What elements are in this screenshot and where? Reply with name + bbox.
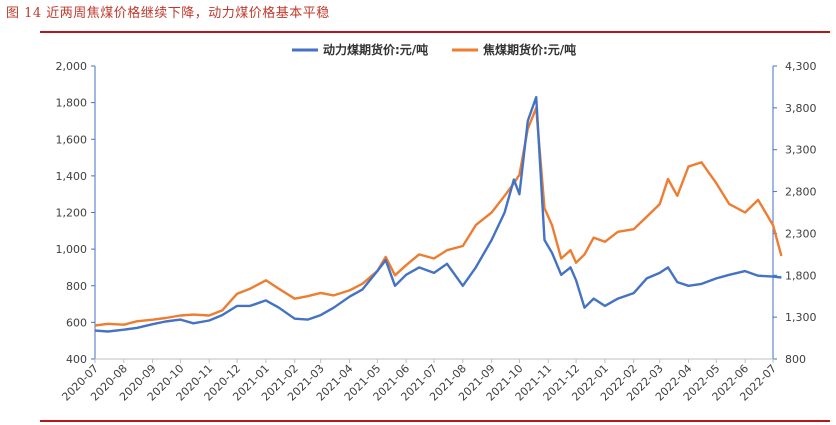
axes: 400 600 800 1,000 1,200 1,400 1,600 1,800 2,000 8… — [56, 60, 817, 366]
right-tick-label: 4,300 — [785, 60, 817, 73]
left-tick-label: 2,000 — [56, 60, 88, 73]
left-tick-label: 800 — [66, 280, 87, 293]
series-lines — [94, 95, 783, 333]
thermal-coal-series-line — [94, 95, 782, 333]
legend: 动力煤期货价:元/吨 焦煤期货价:元/吨 — [292, 42, 576, 57]
x-tick-labels: 2020-072020-082020-092020-102020-112020-… — [59, 359, 779, 404]
left-tick-label: 1,600 — [56, 133, 88, 146]
right-tick-label: 800 — [785, 353, 806, 366]
right-tick-label: 2,300 — [785, 227, 817, 240]
left-tick-label: 600 — [66, 316, 87, 329]
coking-coal-series-line — [94, 106, 783, 327]
left-tick-label: 1,000 — [56, 243, 88, 256]
right-tick-label: 1,300 — [785, 311, 817, 324]
left-tick-label: 1,200 — [56, 207, 88, 220]
right-tick-label: 1,800 — [785, 269, 817, 282]
right-tick-label: 3,300 — [785, 144, 817, 157]
legend-coking-coal-label: 焦煤期货价:元/吨 — [482, 42, 576, 57]
legend-thermal-coal-label: 动力煤期货价:元/吨 — [323, 42, 428, 57]
top-rule — [40, 31, 830, 33]
bottom-rule — [40, 420, 830, 422]
figure-title: 图 14 近两周焦煤价格继续下降，动力煤价格基本平稳 — [6, 6, 330, 21]
right-tick-label: 3,800 — [785, 102, 817, 115]
right-tick-label: 2,800 — [785, 186, 817, 199]
left-tick-label: 400 — [66, 353, 87, 366]
left-tick-label: 1,800 — [56, 97, 88, 110]
left-tick-label: 1,400 — [56, 170, 88, 183]
